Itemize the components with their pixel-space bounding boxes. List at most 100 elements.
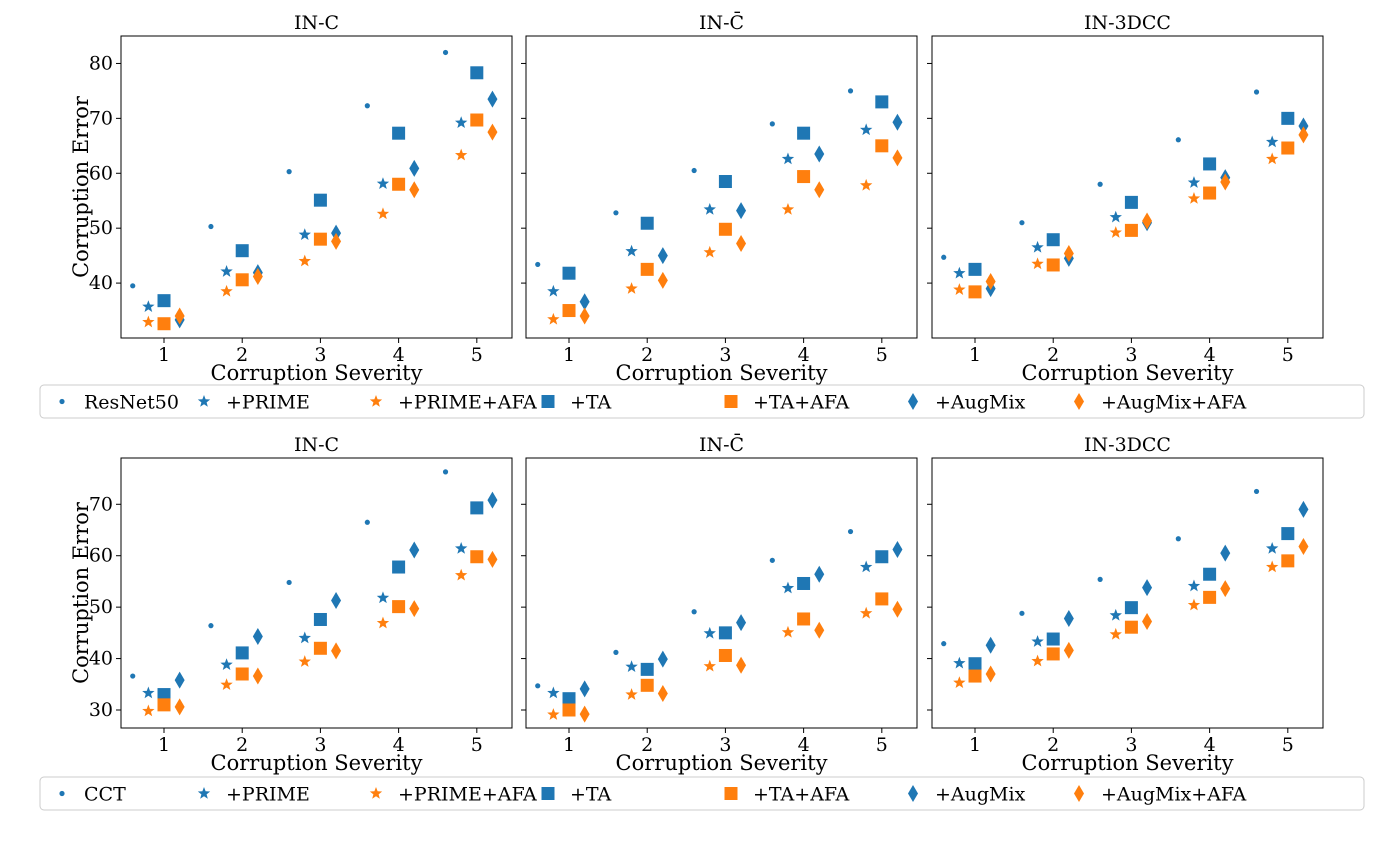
legend-label: +AugMix+AFA: [1101, 784, 1246, 806]
data-point: [1265, 542, 1279, 554]
chart-title: IN-C̄: [699, 11, 744, 34]
x-tick-label: 1: [563, 344, 575, 366]
data-point: [220, 265, 233, 277]
data-point: [1142, 212, 1153, 230]
y-tick-label: 50: [89, 596, 113, 618]
data-point: [442, 49, 449, 56]
data-point: [1109, 608, 1122, 621]
data-point: [797, 612, 811, 626]
data-point: [286, 579, 292, 586]
chart-panel-top-2: 1 2 3 4 5 IN-C̄ Corruption Severity: [521, 11, 918, 385]
data-point: [157, 698, 171, 712]
data-point: [1203, 590, 1217, 604]
data-point: [235, 667, 249, 681]
data-point: [875, 139, 889, 153]
data-point: [953, 656, 966, 669]
x-tick-label: 2: [1047, 734, 1059, 756]
data-point: [1063, 609, 1074, 627]
data-point: [579, 293, 590, 311]
x-axis-label: Corruption Severity: [616, 751, 828, 775]
legend-label: +PRIME: [226, 392, 310, 414]
data-point: [1124, 601, 1138, 615]
data-point: [1187, 192, 1201, 204]
data-point: [313, 193, 327, 207]
plot-frame: [931, 457, 1324, 729]
data-point: [579, 307, 590, 325]
data-point: [235, 244, 249, 258]
data-point: [535, 261, 541, 268]
data-point: [376, 591, 390, 604]
data-point: [1031, 635, 1044, 647]
data-point: [1203, 567, 1217, 581]
data-point: [1097, 576, 1103, 582]
data-point: [892, 113, 903, 131]
legend-box: [39, 776, 1365, 811]
x-tick-label: 5: [471, 344, 483, 366]
data-point: [703, 659, 716, 672]
data-point: [174, 307, 185, 325]
data-point: [470, 66, 484, 80]
y-tick-label: 40: [89, 648, 113, 670]
data-point: [562, 692, 576, 706]
data-point: [1175, 137, 1181, 143]
y-axis-label: Corruption Error: [69, 95, 93, 278]
data-point: [1203, 186, 1217, 200]
chart-panel-bottom-1: 30 40 50 60 70 1 2 3 4 5 IN-C Corruption Severity Co…: [69, 434, 513, 775]
data-point: [376, 177, 390, 189]
data-point: [208, 223, 214, 230]
legend-marker-dot: [59, 398, 65, 405]
data-point: [703, 203, 716, 215]
y-tick-label: 60: [89, 545, 113, 567]
data-point: [1109, 210, 1122, 223]
data-point: [847, 528, 854, 535]
data-point: [640, 662, 654, 676]
data-point: [1124, 223, 1138, 237]
legend-label: +TA: [570, 392, 612, 414]
data-point: [547, 708, 560, 720]
data-point: [562, 703, 576, 717]
data-point: [409, 159, 420, 177]
data-point: [331, 232, 342, 250]
data-point: [1265, 135, 1279, 148]
y-tick-label: 80: [89, 52, 113, 74]
x-tick-label: 1: [969, 734, 981, 756]
data-point: [1124, 620, 1138, 634]
data-point: [579, 705, 590, 723]
x-tick-label: 3: [719, 344, 731, 366]
data-point: [1046, 258, 1060, 272]
x-tick-label: 4: [1204, 734, 1216, 756]
x-tick-label: 3: [1125, 734, 1137, 756]
legend-label: +AugMix: [935, 392, 1026, 414]
x-tick-label: 1: [158, 734, 170, 756]
data-point: [1124, 195, 1138, 209]
plot-frame: [120, 457, 513, 729]
data-point: [781, 203, 795, 215]
data-point: [487, 123, 498, 141]
x-tick-label: 4: [1204, 344, 1216, 366]
data-point: [470, 550, 484, 564]
chart-title: IN-3DCC: [1084, 434, 1171, 456]
data-point: [657, 685, 668, 703]
y-tick-label: 40: [89, 272, 113, 294]
data-point: [1046, 647, 1060, 661]
legend-label: ResNet50: [84, 392, 179, 414]
y-tick-label: 30: [89, 699, 113, 721]
data-point: [364, 103, 370, 109]
legend-marker-diamond: [908, 785, 918, 802]
data-point: [797, 126, 811, 140]
data-point: [769, 557, 775, 563]
data-point: [859, 123, 873, 136]
data-point: [157, 317, 171, 331]
data-point: [814, 621, 825, 639]
data-point: [409, 600, 420, 618]
data-point: [941, 254, 947, 260]
data-point: [781, 581, 795, 594]
x-axis-label: Corruption Severity: [211, 361, 423, 385]
plot-frame: [931, 35, 1324, 339]
data-point: [252, 627, 263, 645]
data-point: [142, 315, 155, 328]
x-tick-label: 3: [314, 344, 326, 366]
x-tick-label: 2: [641, 344, 653, 366]
data-point: [640, 216, 654, 230]
